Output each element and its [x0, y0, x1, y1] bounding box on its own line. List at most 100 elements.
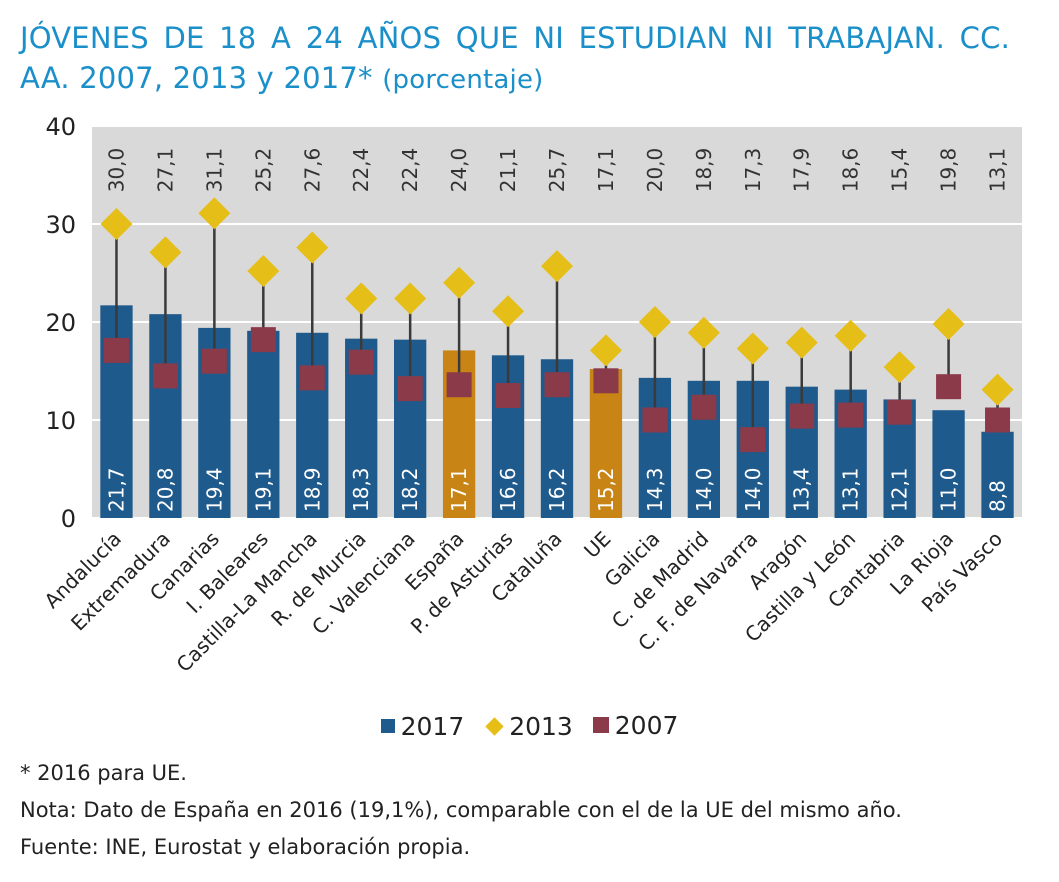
value-label-2013: 31,1 [202, 148, 226, 193]
value-label-2013: 13,1 [986, 148, 1010, 193]
value-label-2013: 25,7 [545, 148, 569, 193]
value-label-2013: 22,4 [398, 148, 422, 193]
chart-title-main: JÓVENES DE 18 A 24 AÑOS QUE NI ESTUDIAN … [20, 21, 1010, 95]
value-label-2013: 30,0 [104, 148, 128, 193]
marker-2007 [201, 348, 227, 374]
y-tick-label: 10 [45, 407, 76, 435]
legend-label-2013: 2013 [509, 712, 573, 741]
bar-value-label: 14,0 [741, 467, 765, 512]
value-label-2013: 18,9 [692, 148, 716, 193]
legend-swatch-square [592, 717, 609, 733]
y-tick-label: 40 [45, 113, 76, 141]
legend-swatch-bar [380, 719, 395, 733]
legend-item-2013: 2013 [484, 712, 573, 741]
bar-value-label: 16,2 [545, 467, 569, 512]
value-label-2013: 17,9 [790, 148, 814, 193]
bar-value-label: 14,0 [692, 467, 716, 512]
value-label-2013: 24,0 [447, 148, 471, 193]
bar-value-label: 18,2 [398, 467, 422, 512]
note-nota: Nota: Dato de España en 2016 (19,1%), co… [20, 798, 902, 822]
marker-2007 [446, 372, 472, 398]
marker-2013 [932, 307, 965, 340]
marker-2007 [495, 383, 521, 408]
marker-2013 [687, 316, 720, 349]
marker-2007 [691, 394, 717, 420]
bar-value-label: 12,1 [888, 467, 912, 512]
marker-2007 [544, 372, 570, 398]
y-tick-label: 20 [45, 309, 76, 337]
value-label-2013: 15,4 [888, 148, 912, 193]
bar [247, 330, 280, 518]
bar-value-label: 21,7 [104, 467, 128, 512]
bar-value-label: 20,8 [153, 467, 177, 512]
x-category-label: UE [579, 527, 615, 563]
chart-title-unit: (porcentaje) [382, 65, 544, 95]
value-label-2013: 27,6 [300, 148, 324, 193]
marker-2007 [397, 376, 423, 402]
marker-2007 [936, 374, 962, 400]
value-label-2013: 19,8 [937, 148, 961, 193]
marker-2013 [394, 282, 427, 315]
notes: * 2016 para UE. Nota: Dato de España en … [20, 755, 902, 866]
value-label-2013: 17,3 [741, 148, 765, 193]
marker-2013 [883, 351, 916, 384]
marker-2013 [589, 334, 622, 367]
marker-2013 [981, 373, 1014, 406]
marker-2007 [103, 337, 129, 363]
marker-2007 [887, 399, 913, 425]
note-asterisk: * 2016 para UE. [20, 761, 187, 785]
bar-chart: 01020304021,730,0Andalucía20,827,1Extrem… [39, 113, 1022, 677]
bar-value-label: 19,4 [202, 467, 226, 512]
value-label-2013: 22,4 [349, 148, 373, 193]
legend: 2017 2013 2007 [0, 710, 1059, 741]
marker-2007 [985, 407, 1011, 433]
value-label-2013: 17,1 [594, 148, 618, 193]
bar-value-label: 18,9 [300, 467, 324, 512]
marker-2013 [785, 326, 818, 359]
bar-value-label: 17,1 [447, 467, 471, 512]
marker-2013 [149, 236, 182, 269]
bar-value-label: 13,4 [790, 467, 814, 512]
legend-item-2017: 2017 [380, 712, 464, 741]
marker-2007 [740, 427, 766, 453]
marker-2007 [593, 368, 619, 394]
chart-title: JÓVENES DE 18 A 24 AÑOS QUE NI ESTUDIAN … [20, 18, 1010, 100]
bar [981, 431, 1014, 518]
value-label-2013: 25,2 [251, 148, 275, 193]
bar-value-label: 15,2 [594, 467, 618, 512]
marker-2013 [492, 295, 525, 328]
bar-value-label: 11,0 [937, 467, 961, 512]
bar-value-label: 14,3 [643, 467, 667, 512]
marker-2013 [296, 231, 329, 264]
bar-value-label: 8,8 [986, 480, 1010, 512]
bar-value-label: 19,1 [251, 467, 275, 512]
bar [932, 410, 965, 518]
bar [589, 369, 623, 518]
value-label-2013: 18,6 [839, 148, 863, 193]
marker-2007 [789, 403, 815, 429]
legend-label-2007: 2007 [614, 710, 679, 740]
value-label-2013: 27,1 [153, 148, 177, 193]
marker-2007 [642, 407, 668, 433]
marker-2013 [541, 250, 573, 283]
value-label-2013: 21,1 [496, 148, 520, 193]
marker-2007 [250, 327, 276, 353]
bar-value-label: 18,3 [349, 467, 373, 512]
note-fuente: Fuente: INE, Eurostat y elaboración prop… [20, 835, 471, 859]
bar-value-label: 16,6 [496, 467, 520, 512]
y-tick-label: 30 [45, 211, 76, 239]
marker-2007 [838, 402, 864, 428]
marker-2013 [638, 306, 671, 338]
bar-value-label: 13,1 [839, 467, 863, 512]
marker-2013 [345, 282, 378, 315]
legend-item-2007: 2007 [592, 710, 679, 740]
legend-swatch-diamond [485, 717, 504, 736]
value-label-2013: 20,0 [643, 148, 667, 193]
y-tick-label: 0 [61, 505, 76, 533]
marker-2013 [198, 197, 231, 230]
marker-2007 [299, 365, 325, 391]
marker-2007 [348, 349, 374, 375]
marker-2013 [736, 332, 769, 365]
marker-2007 [152, 363, 178, 389]
marker-2013 [100, 208, 133, 240]
